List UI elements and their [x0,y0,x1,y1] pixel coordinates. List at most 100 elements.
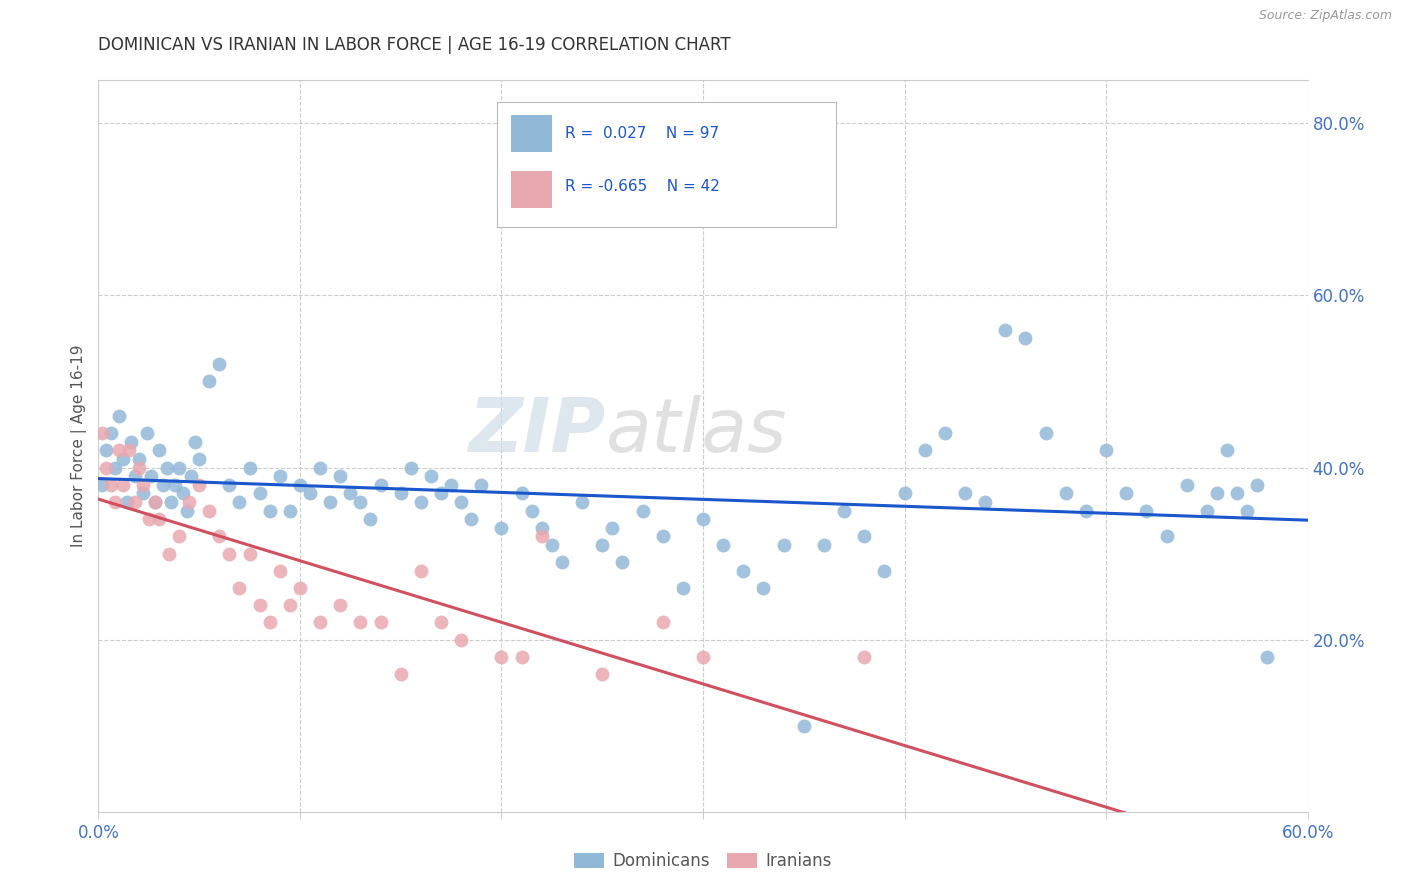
Point [409,564,432,578]
Point [249,598,271,612]
Point [218,477,240,491]
Text: ZIP: ZIP [470,395,606,468]
Point [138,512,160,526]
Point [813,538,835,552]
Point [430,615,453,630]
Point [440,477,463,491]
Point [612,555,634,569]
Point [370,477,392,491]
Point [934,426,956,441]
Point [309,460,332,475]
Point [278,598,301,612]
Point [239,460,262,475]
Point [491,649,513,664]
Legend: Dominicans, Iranians: Dominicans, Iranians [568,846,838,877]
Point [179,495,201,509]
Point [631,503,654,517]
Point [309,615,332,630]
Point [832,503,855,517]
Point [132,486,155,500]
Point [111,477,134,491]
Text: Source: ZipAtlas.com: Source: ZipAtlas.com [1258,9,1392,22]
Point [711,538,734,552]
Point [91,426,114,441]
Point [218,547,240,561]
Point [259,503,281,517]
Point [198,375,221,389]
Point [299,486,322,500]
Point [853,649,876,664]
Point [1195,503,1218,517]
Point [450,495,472,509]
Point [772,538,794,552]
Point [148,443,170,458]
Point [111,451,134,466]
Point [157,547,180,561]
Point [974,495,997,509]
Point [1156,529,1178,543]
Point [360,512,382,526]
Point [733,564,755,578]
Point [100,426,122,441]
Point [1014,331,1036,345]
Point [339,486,361,500]
Point [249,486,271,500]
Point [551,555,574,569]
Point [329,598,352,612]
Point [163,477,186,491]
Point [100,477,122,491]
Point [349,495,371,509]
Point [288,477,311,491]
Point [172,486,194,500]
Point [491,521,513,535]
Point [107,443,129,458]
Point [571,495,593,509]
Point [96,443,118,458]
Point [329,469,352,483]
Point [184,434,207,449]
Point [953,486,976,500]
Point [120,434,142,449]
Point [591,538,613,552]
Point [1115,486,1137,500]
Point [994,323,1017,337]
Point [124,495,146,509]
Point [510,649,533,664]
Point [1074,503,1097,517]
Point [152,477,174,491]
Point [278,503,301,517]
Point [188,451,211,466]
Point [370,615,392,630]
Point [1135,503,1157,517]
Point [135,426,157,441]
Point [269,469,291,483]
Point [180,469,202,483]
Point [893,486,915,500]
Point [873,564,896,578]
Point [389,667,412,681]
Point [914,443,936,458]
Point [1054,486,1077,500]
Point [156,460,179,475]
Point [128,460,150,475]
Point [651,615,673,630]
Point [399,460,422,475]
Point [167,460,190,475]
Point [288,581,311,595]
Text: atlas: atlas [606,395,787,467]
Point [692,649,714,664]
Point [460,512,482,526]
Point [148,512,170,526]
Point [160,495,183,509]
Point [128,451,150,466]
Point [124,469,146,483]
Point [349,615,371,630]
Point [1236,503,1258,517]
Point [176,503,198,517]
Point [132,477,155,491]
Point [1206,486,1229,500]
Point [228,581,250,595]
Point [143,495,166,509]
Point [672,581,695,595]
Point [198,503,221,517]
